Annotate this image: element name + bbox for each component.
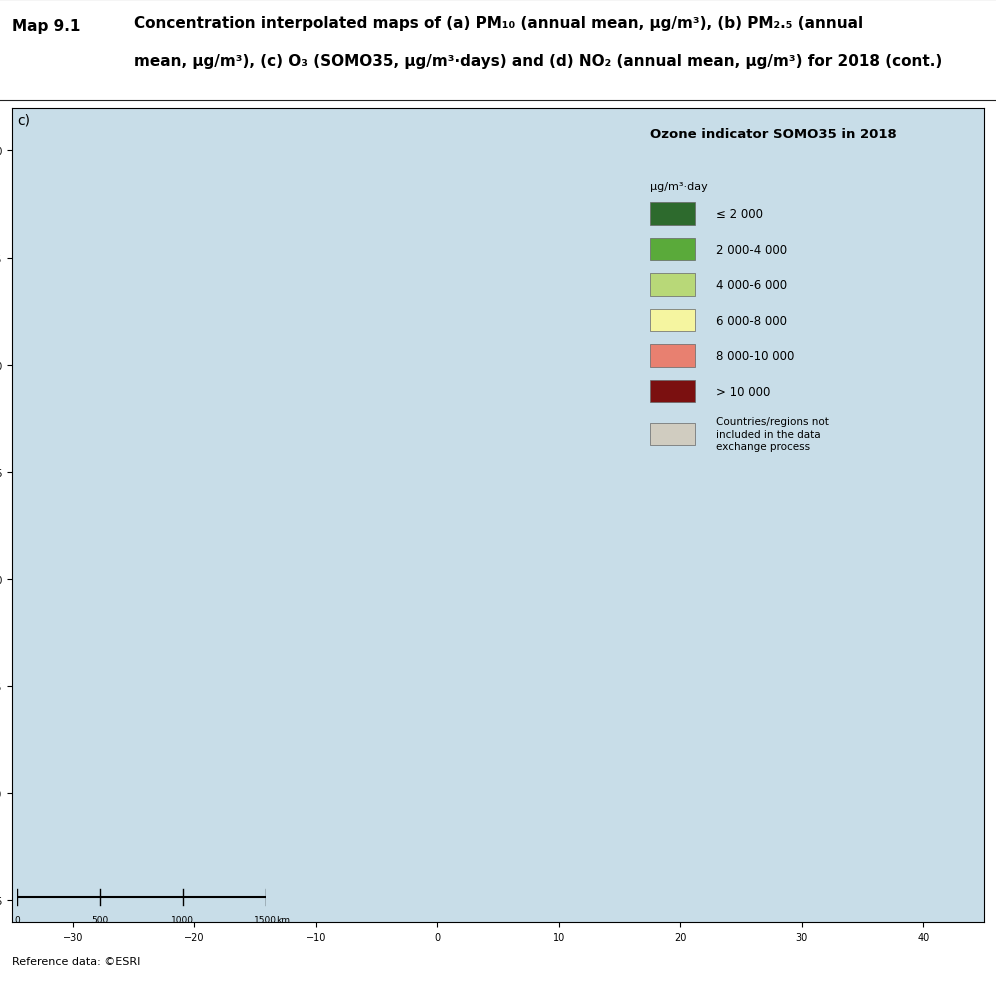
Text: > 10 000: > 10 000 <box>715 386 770 398</box>
Bar <box>650 239 695 261</box>
Text: Concentration interpolated maps of (a) PM₁₀ (annual mean, μg/m³), (b) PM₂.₅ (ann: Concentration interpolated maps of (a) P… <box>134 16 864 31</box>
Text: 8 000-10 000: 8 000-10 000 <box>715 350 794 363</box>
Text: 6 000-8 000: 6 000-8 000 <box>715 315 787 327</box>
Text: 0: 0 <box>14 915 20 924</box>
Bar <box>650 310 695 332</box>
Text: 1500: 1500 <box>254 915 278 924</box>
Text: 1000: 1000 <box>171 915 194 924</box>
Text: Ozone indicator SOMO35 in 2018: Ozone indicator SOMO35 in 2018 <box>650 127 896 140</box>
Text: c): c) <box>17 113 30 127</box>
Text: μg/m³·day: μg/m³·day <box>650 181 708 191</box>
Text: mean, μg/m³), (c) O₃ (SOMO35, μg/m³·days) and (d) NO₂ (annual mean, μg/m³) for 2: mean, μg/m³), (c) O₃ (SOMO35, μg/m³·days… <box>134 54 942 69</box>
Bar <box>650 381 695 403</box>
Text: 500: 500 <box>92 915 109 924</box>
Text: 4 000-6 000: 4 000-6 000 <box>715 279 787 292</box>
Bar <box>650 203 695 226</box>
Text: Reference data: ©ESRI: Reference data: ©ESRI <box>12 956 140 966</box>
Bar <box>650 423 695 446</box>
Bar <box>650 274 695 297</box>
Bar <box>650 345 695 368</box>
Text: 2 000-4 000: 2 000-4 000 <box>715 244 787 256</box>
Text: km: km <box>276 915 290 924</box>
Text: Map 9.1: Map 9.1 <box>12 19 81 34</box>
Text: ≤ 2 000: ≤ 2 000 <box>715 208 763 221</box>
Text: Countries/regions not
included in the data
exchange process: Countries/regions not included in the da… <box>715 417 829 452</box>
